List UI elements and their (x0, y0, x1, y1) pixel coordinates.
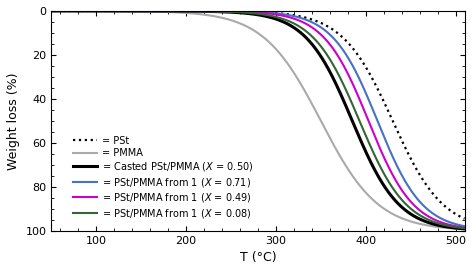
X-axis label: T (°C): T (°C) (240, 251, 276, 264)
Legend: = PSt, = PMMA, = Casted PSt/PMMA ($X$ = 0.50), = PSt/PMMA from 1 ($X$ = 0.71), =: = PSt, = PMMA, = Casted PSt/PMMA ($X$ = … (69, 132, 257, 224)
Y-axis label: Weight loss (%): Weight loss (%) (7, 72, 20, 170)
